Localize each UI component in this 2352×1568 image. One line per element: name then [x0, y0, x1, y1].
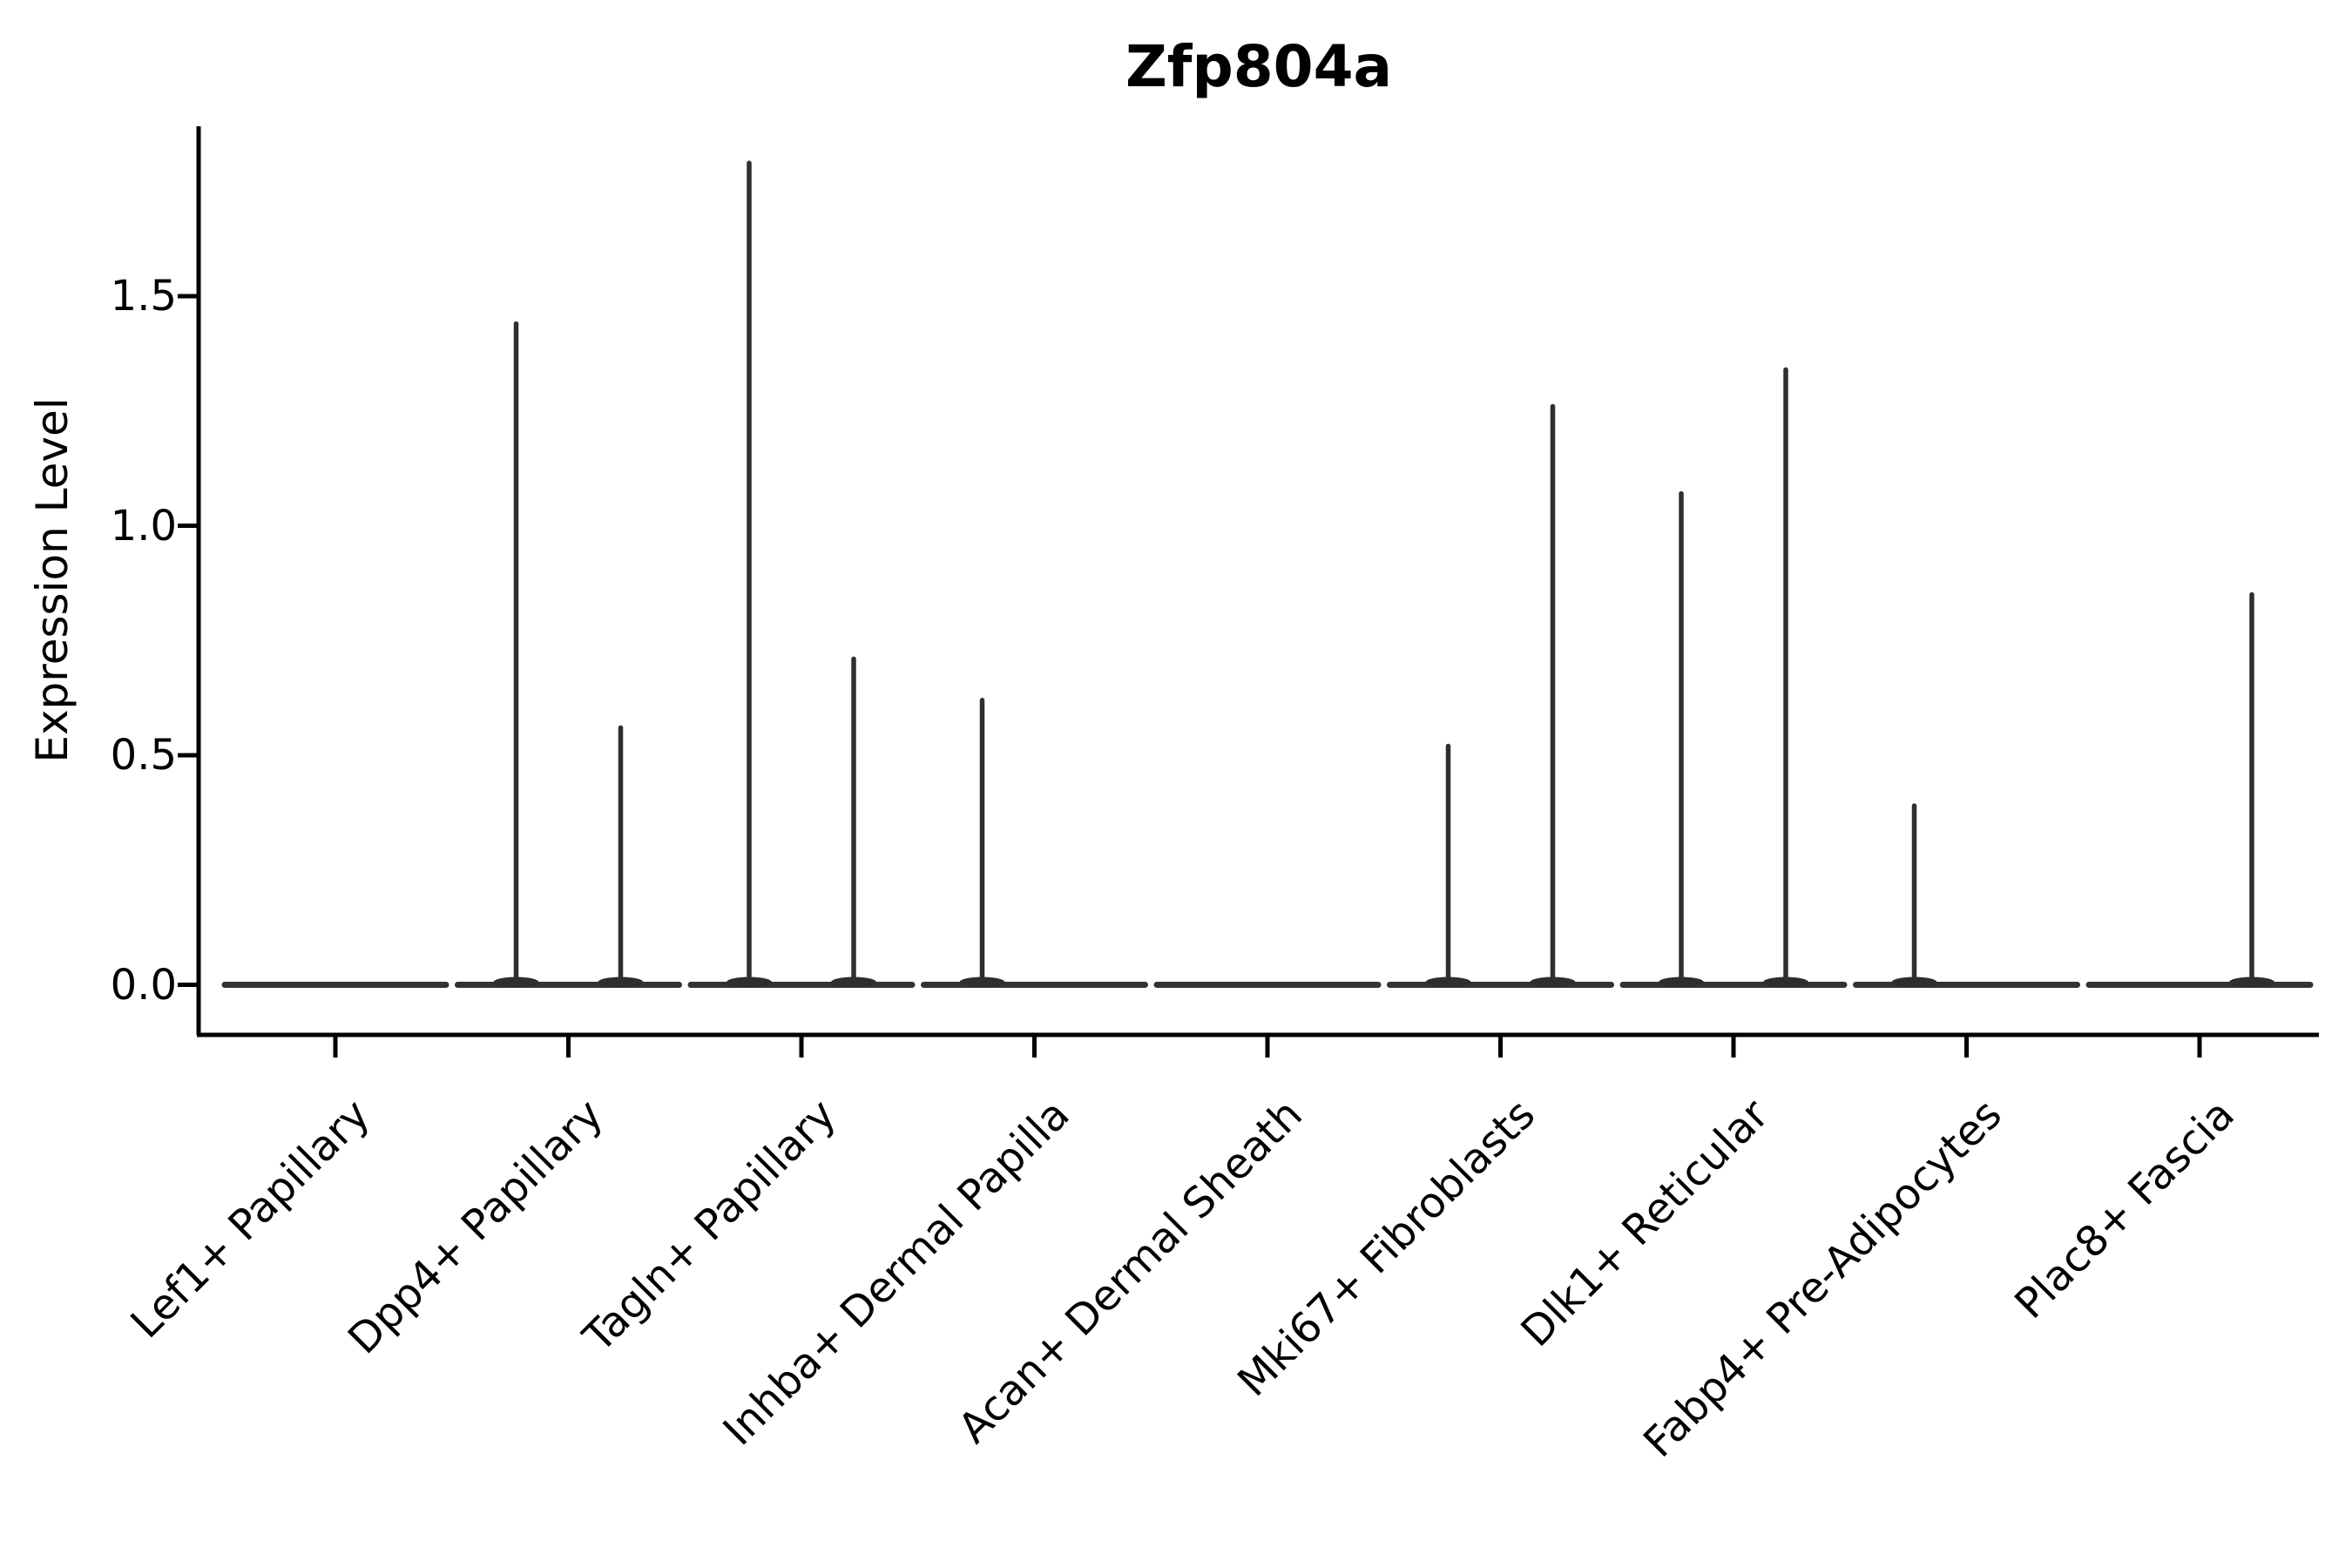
y-tick-label-0.5: 0.5	[110, 731, 177, 780]
y-tick-label-1.0: 1.0	[110, 501, 177, 551]
y-tick-label-0.0: 0.0	[110, 960, 177, 1010]
y-tick-label-1.5: 1.5	[110, 272, 177, 321]
chart-title: Zfp804a	[1125, 33, 1393, 100]
